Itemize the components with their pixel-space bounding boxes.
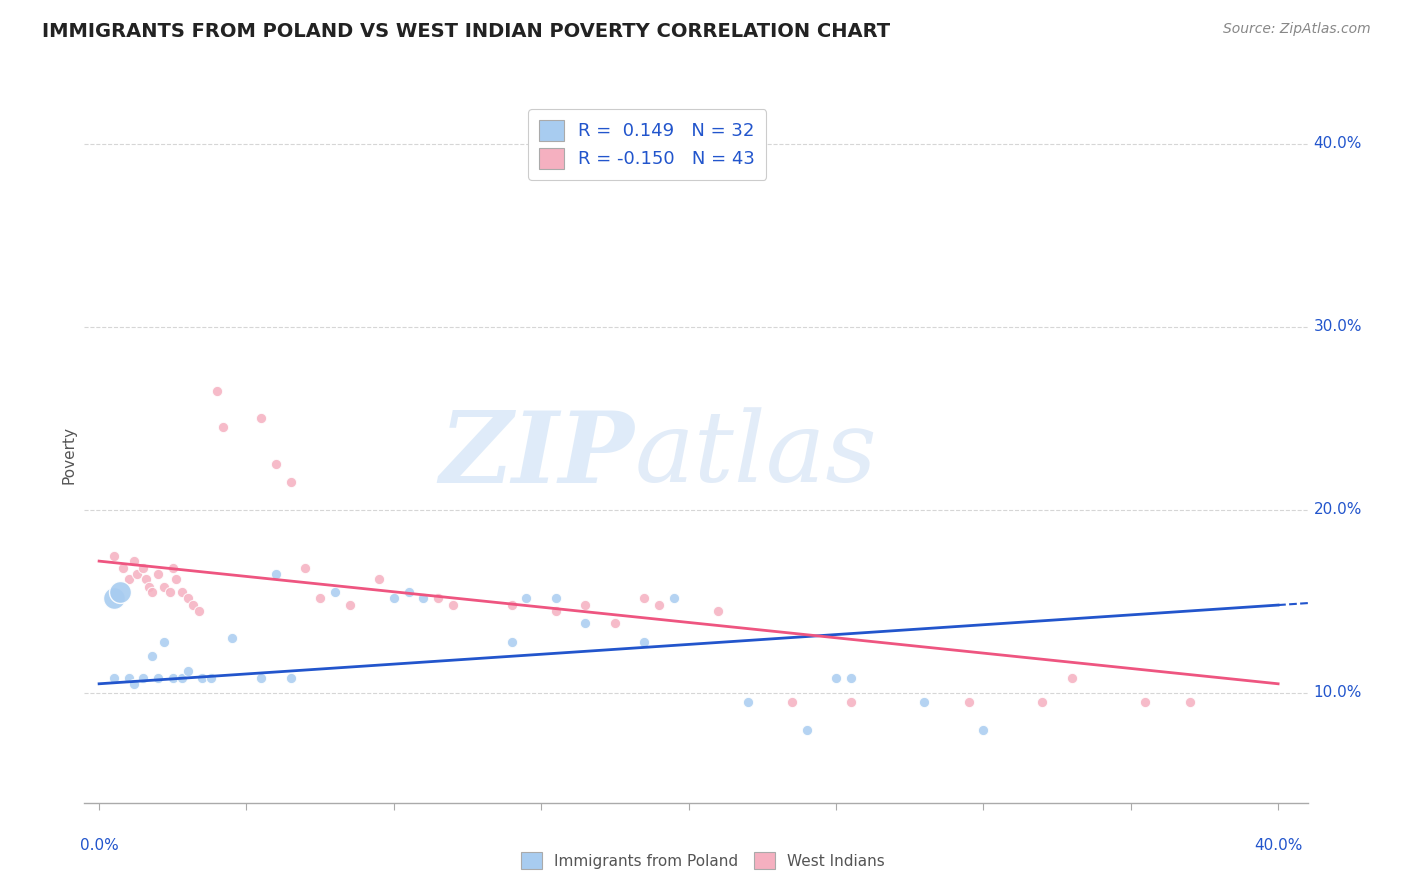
Point — [1060, 671, 1083, 685]
Point — [839, 671, 862, 685]
Point — [737, 695, 759, 709]
Text: Source: ZipAtlas.com: Source: ZipAtlas.com — [1223, 22, 1371, 37]
Point — [146, 566, 169, 581]
Text: atlas: atlas — [636, 408, 877, 502]
Point — [323, 585, 346, 599]
Text: 10.0%: 10.0% — [1313, 685, 1362, 700]
Point — [264, 566, 287, 581]
Point — [912, 695, 935, 709]
Point — [294, 561, 316, 575]
Point — [825, 671, 848, 685]
Point — [501, 598, 523, 612]
Text: 30.0%: 30.0% — [1313, 319, 1362, 334]
Point — [707, 603, 730, 617]
Point — [103, 671, 125, 685]
Point — [132, 671, 155, 685]
Point — [662, 591, 685, 605]
Text: IMMIGRANTS FROM POLAND VS WEST INDIAN POVERTY CORRELATION CHART: IMMIGRANTS FROM POLAND VS WEST INDIAN PO… — [42, 22, 890, 41]
Point — [124, 677, 146, 691]
Point — [153, 580, 176, 594]
Legend: R =  0.149   N = 32, R = -0.150   N = 43: R = 0.149 N = 32, R = -0.150 N = 43 — [527, 109, 766, 179]
Point — [127, 566, 149, 581]
Point — [200, 671, 222, 685]
Point — [603, 616, 626, 631]
Point — [796, 723, 818, 737]
Point — [170, 671, 193, 685]
Point — [221, 631, 243, 645]
Point — [1178, 695, 1201, 709]
Text: 40.0%: 40.0% — [1254, 838, 1302, 853]
Point — [135, 573, 157, 587]
Point — [780, 695, 803, 709]
Point — [309, 591, 332, 605]
Point — [501, 634, 523, 648]
Point — [153, 634, 176, 648]
Point — [280, 671, 302, 685]
Point — [132, 561, 155, 575]
Point — [159, 585, 181, 599]
Point — [574, 616, 596, 631]
Point — [191, 671, 214, 685]
Point — [250, 411, 273, 425]
Point — [165, 573, 187, 587]
Point — [183, 598, 205, 612]
Point — [972, 723, 994, 737]
Point — [212, 420, 235, 434]
Point — [957, 695, 980, 709]
Point — [339, 598, 361, 612]
Text: 0.0%: 0.0% — [80, 838, 118, 853]
Point — [111, 561, 134, 575]
Point — [138, 580, 160, 594]
Legend: Immigrants from Poland, West Indians: Immigrants from Poland, West Indians — [515, 846, 891, 875]
Point — [441, 598, 464, 612]
Point — [412, 591, 434, 605]
Point — [141, 649, 163, 664]
Point — [141, 585, 163, 599]
Point — [648, 598, 671, 612]
Point — [103, 549, 125, 563]
Point — [250, 671, 273, 685]
Point — [162, 671, 184, 685]
Text: 20.0%: 20.0% — [1313, 502, 1362, 517]
Point — [1135, 695, 1157, 709]
Point — [117, 671, 139, 685]
Point — [103, 591, 125, 605]
Point — [544, 603, 567, 617]
Point — [398, 585, 420, 599]
Point — [188, 603, 211, 617]
Point — [839, 695, 862, 709]
Point — [544, 591, 567, 605]
Text: 40.0%: 40.0% — [1313, 136, 1362, 151]
Point — [108, 585, 131, 599]
Point — [162, 561, 184, 575]
Point — [633, 591, 655, 605]
Point — [515, 591, 537, 605]
Point — [176, 591, 198, 605]
Point — [1031, 695, 1053, 709]
Point — [427, 591, 450, 605]
Point — [264, 457, 287, 471]
Point — [124, 554, 146, 568]
Point — [574, 598, 596, 612]
Point — [633, 634, 655, 648]
Point — [205, 384, 228, 398]
Point — [176, 664, 198, 678]
Point — [280, 475, 302, 490]
Point — [170, 585, 193, 599]
Point — [117, 573, 139, 587]
Text: ZIP: ZIP — [440, 407, 636, 503]
Point — [368, 573, 391, 587]
Point — [146, 671, 169, 685]
Y-axis label: Poverty: Poverty — [60, 425, 76, 484]
Point — [382, 591, 405, 605]
